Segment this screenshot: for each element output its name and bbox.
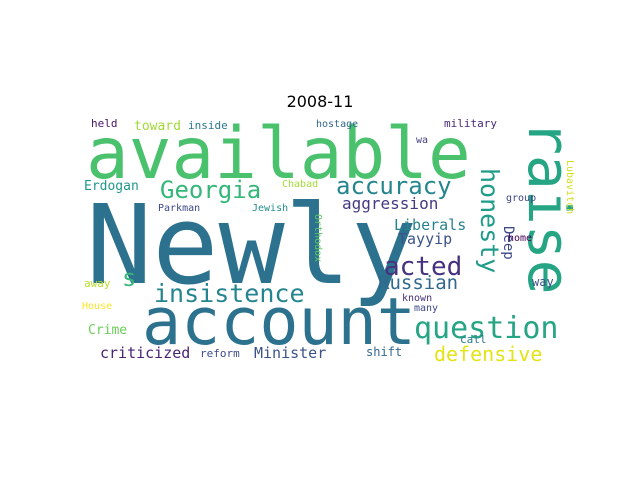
- word: known: [402, 293, 433, 304]
- word: Crime: [88, 323, 128, 338]
- word: Tayyip: [398, 230, 453, 248]
- word: Russian: [378, 272, 459, 294]
- word: question: [414, 311, 559, 346]
- word: hostage: [316, 119, 359, 130]
- word: accuracy: [336, 172, 452, 200]
- word: available: [86, 116, 471, 195]
- word: toward: [134, 119, 181, 134]
- word: Liberals: [394, 216, 467, 234]
- word: criticized: [100, 344, 191, 362]
- word: Orthodox: [312, 214, 323, 263]
- word: Chabad: [282, 179, 319, 190]
- word: Erdogan: [84, 179, 139, 194]
- word: way: [532, 275, 554, 289]
- word: home: [508, 233, 533, 244]
- word: held: [91, 117, 118, 130]
- word: group: [506, 193, 537, 204]
- chart-title: 2008-11: [286, 92, 354, 111]
- word: many: [414, 303, 439, 314]
- word: Parkman: [158, 203, 201, 214]
- word: Jewish: [252, 203, 289, 214]
- word: Minister: [254, 344, 327, 362]
- word: Lubavitch: [564, 160, 575, 215]
- word: inside: [188, 119, 228, 132]
- word: aggression: [342, 194, 439, 213]
- word: honesty: [475, 168, 504, 274]
- word: shift: [366, 345, 403, 359]
- word: House: [82, 301, 113, 312]
- word: acted: [384, 252, 463, 282]
- word: account: [142, 285, 416, 360]
- word: s: [122, 264, 137, 292]
- word: insistence: [154, 279, 305, 308]
- word-cloud: Newly available account raise question i…: [80, 116, 575, 368]
- word: defensive: [434, 342, 543, 366]
- word: call: [460, 333, 487, 346]
- word: reform: [200, 347, 240, 360]
- word: military: [444, 117, 497, 130]
- word: wa: [416, 135, 429, 146]
- word: Georgia: [160, 176, 262, 204]
- word: Newly: [86, 181, 418, 309]
- word: away: [84, 277, 111, 290]
